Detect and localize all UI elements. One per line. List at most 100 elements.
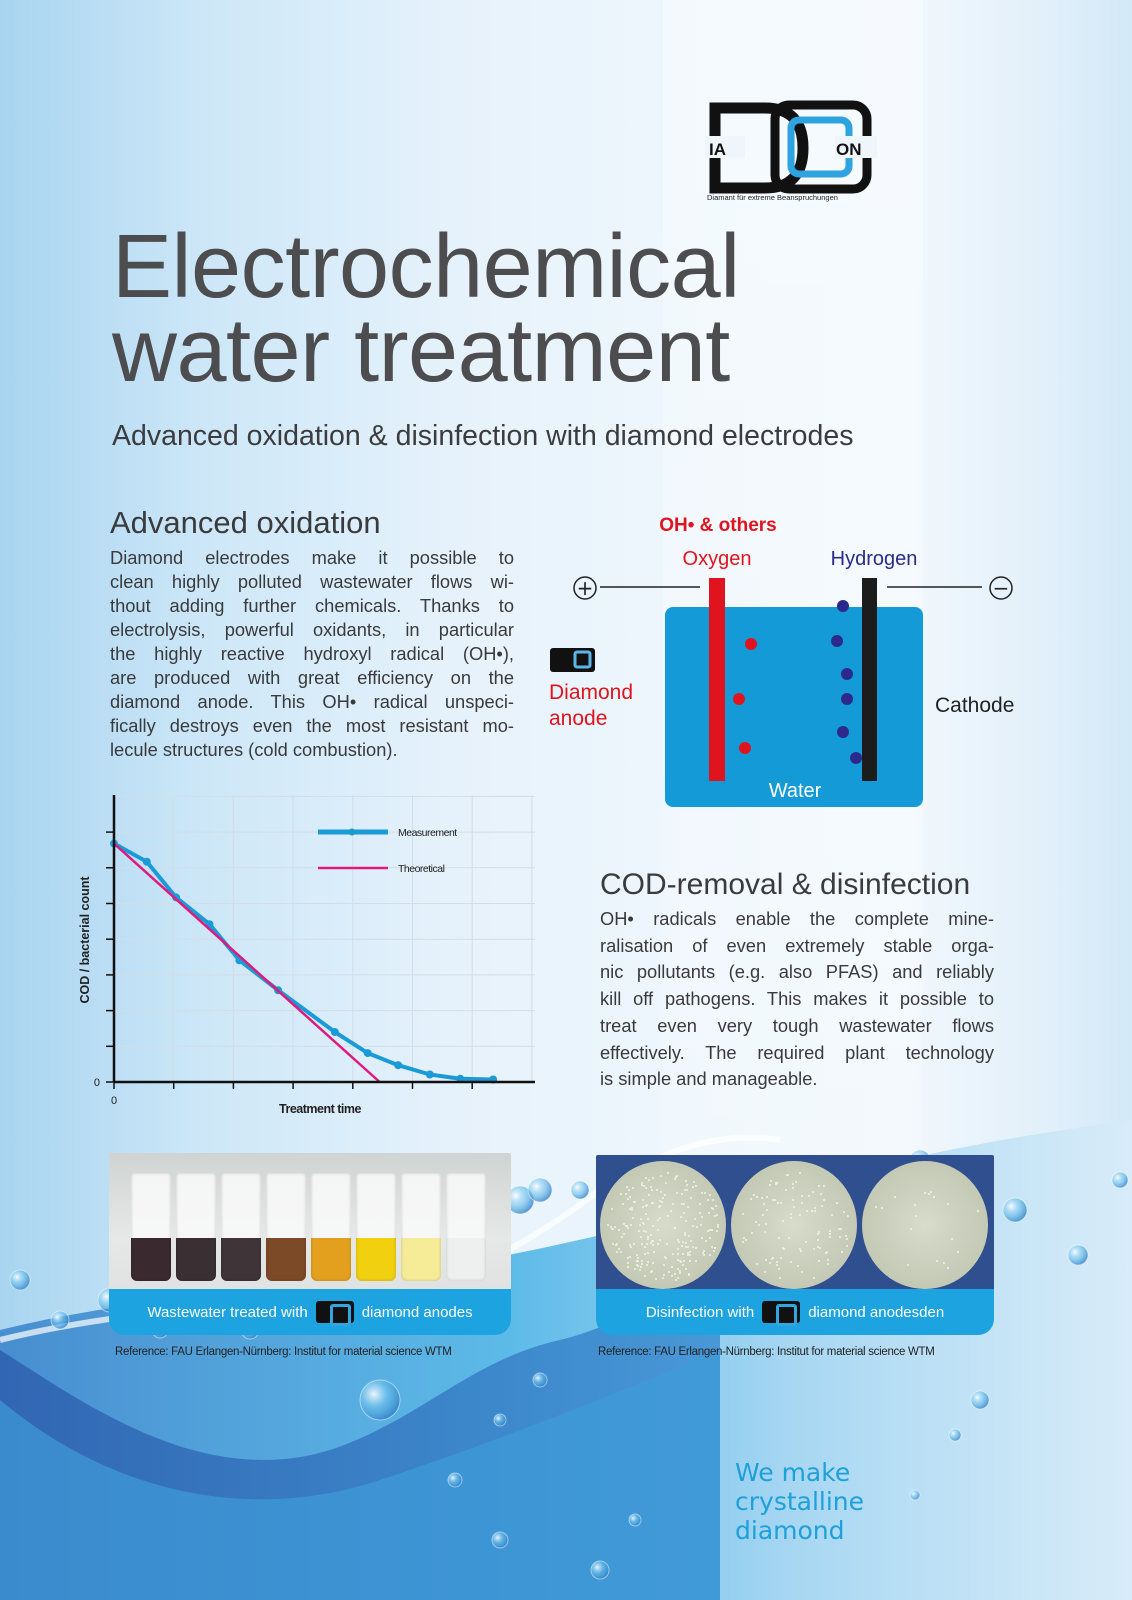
- data-point-measurement: [143, 858, 151, 866]
- text-line: Diamond electrodes make it possible to: [110, 546, 514, 570]
- disinfection-caption-text-2: diamond anodesden: [808, 1304, 944, 1321]
- vial: [266, 1173, 306, 1281]
- series-line-measurement: [114, 844, 493, 1080]
- text-line: fically destroys even the most resistant…: [110, 714, 514, 738]
- water-bubble: [494, 1414, 506, 1426]
- petri-dish: [862, 1161, 988, 1289]
- text-line: is simple and manageable.: [600, 1066, 994, 1093]
- disinfection-reference: Reference: FAU Erlangen-Nürnberg: Instit…: [598, 1346, 935, 1358]
- cod-reduction-chart: 0 0 Treatment time COD / bacterial count…: [60, 780, 540, 1120]
- wastewater-reference: Reference: FAU Erlangen-Nürnberg: Instit…: [115, 1346, 452, 1358]
- data-point-measurement: [364, 1049, 372, 1057]
- wastewater-caption-text-2: diamond anodes: [362, 1304, 473, 1321]
- text-line: OH• radicals enable the complete mine-: [600, 906, 994, 933]
- water-bubble: [492, 1532, 508, 1548]
- diacon-mini-logo-icon: [762, 1301, 800, 1323]
- legend-measurement-marker: [349, 829, 356, 836]
- data-point-measurement: [394, 1061, 402, 1069]
- petri-dish: [600, 1161, 726, 1289]
- wastewater-caption: Wastewater treated with diamond anodes: [109, 1289, 511, 1335]
- page-title-line-1: Electrochemical: [112, 222, 740, 312]
- disinfection-caption-text-1: Disinfection with: [646, 1304, 754, 1321]
- data-point-measurement: [426, 1071, 434, 1079]
- cod-text: OH• radicals enable the complete mine-ra…: [600, 906, 994, 1093]
- diamond-anode-label-1: Diamond: [549, 681, 633, 704]
- vial: [446, 1173, 486, 1281]
- legend-theoretical-label: Theoretical: [398, 863, 445, 875]
- water-bubble: [10, 1270, 30, 1290]
- water-bubble: [360, 1380, 400, 1420]
- slogan-line-1: We make: [735, 1458, 864, 1487]
- vial: [221, 1173, 261, 1281]
- text-line: kill off pathogens. This makes it possib…: [600, 986, 994, 1013]
- x-axis-label: Treatment time: [279, 1102, 361, 1116]
- text-line: electrolysis, powerful oxidants, in part…: [110, 618, 514, 642]
- logo-text-left: IA: [709, 140, 726, 159]
- y-axis-label: COD / bacterial count: [78, 876, 92, 1004]
- water-bubble: [1112, 1172, 1128, 1188]
- slogan-line-2: crystalline: [735, 1487, 864, 1516]
- vial: [311, 1173, 351, 1281]
- vial: [131, 1173, 171, 1281]
- vial: [401, 1173, 441, 1281]
- diacon-logo: IA ON Diamant für extreme Beanspruchunge…: [705, 100, 885, 205]
- page-subtitle: Advanced oxidation & disinfection with d…: [112, 420, 853, 453]
- y-tick-label: 0: [94, 1077, 100, 1089]
- legend-measurement-label: Measurement: [398, 827, 457, 839]
- cod-heading: COD-removal & disinfection: [600, 868, 970, 902]
- water-bubble: [971, 1391, 989, 1409]
- diacon-mini-logo-icon: [316, 1301, 354, 1323]
- data-point-measurement: [331, 1028, 339, 1036]
- wastewater-caption-text-1: Wastewater treated with: [147, 1304, 307, 1321]
- oxygen-label: Oxygen: [683, 548, 752, 570]
- vial: [176, 1173, 216, 1281]
- slogan-line-3: diamond: [735, 1516, 864, 1545]
- water-label: Water: [769, 780, 822, 802]
- vial: [356, 1173, 396, 1281]
- water-bubble: [533, 1373, 547, 1387]
- logo-text-right: ON: [836, 140, 862, 159]
- petri-dish: [731, 1161, 857, 1289]
- water-bubble: [448, 1473, 462, 1487]
- advanced-oxidation-text: Diamond electrodes make it possible to cl…: [110, 546, 514, 762]
- text-line: effectively. The required plant technolo…: [600, 1040, 994, 1067]
- water-bubble: [591, 1561, 609, 1579]
- plus-symbol: +: [577, 576, 594, 600]
- text-line: nic pollutants (e.g. also PFAS) and reli…: [600, 959, 994, 986]
- text-line: diamond anode. This OH• radical unspeci-: [110, 690, 514, 714]
- petri-dishes-photo: [596, 1155, 994, 1293]
- oh-radicals-label: OH• & others: [659, 515, 777, 536]
- text-line: are produced with great efficiency on th…: [110, 666, 514, 690]
- electrolysis-diagram: + − OH• & others Oxygen Hydrogen Diamond…: [530, 490, 1030, 810]
- text-line: clean highly polluted wastewater flows w…: [110, 570, 514, 594]
- advanced-oxidation-heading: Advanced oxidation: [110, 505, 381, 541]
- slogan: We make crystalline diamond: [735, 1458, 864, 1545]
- water-bubble: [528, 1178, 552, 1202]
- cathode-electrode: [862, 578, 877, 781]
- water-tank: [665, 607, 923, 807]
- water-bubble: [629, 1514, 641, 1526]
- disinfection-caption: Disinfection with diamond anodesden: [596, 1289, 994, 1335]
- water-bubble: [571, 1181, 589, 1199]
- text-line: thout adding further chemicals. Thanks t…: [110, 594, 514, 618]
- water-bubble: [1068, 1245, 1088, 1265]
- wastewater-vials-photo: [109, 1153, 511, 1293]
- page-title-line-2: water treatment: [112, 306, 730, 396]
- diamond-anode-electrode: [709, 578, 725, 781]
- x-tick-label: 0: [111, 1095, 117, 1107]
- text-line: lecule structures (cold combustion).: [110, 738, 514, 762]
- hydrogen-label: Hydrogen: [831, 548, 918, 570]
- minus-symbol: −: [993, 576, 1010, 600]
- diacon-mini-logo-icon: [550, 648, 595, 672]
- water-bubble: [949, 1429, 961, 1441]
- water-bubble: [910, 1490, 920, 1500]
- diamond-anode-label-2: anode: [549, 707, 607, 730]
- logo-tagline: Diamant für extreme Beanspruchungen: [707, 193, 838, 202]
- water-bubble: [1003, 1198, 1027, 1222]
- text-line: treat even very tough wastewater flows: [600, 1013, 994, 1040]
- text-line: ralisation of even extremely stable orga…: [600, 933, 994, 960]
- chart-legend: Measurement Theoretical: [318, 827, 457, 875]
- water-bubble: [51, 1311, 69, 1329]
- text-line: the highly reactive hydroxyl radical (OH…: [110, 642, 514, 666]
- cathode-label: Cathode: [935, 694, 1014, 717]
